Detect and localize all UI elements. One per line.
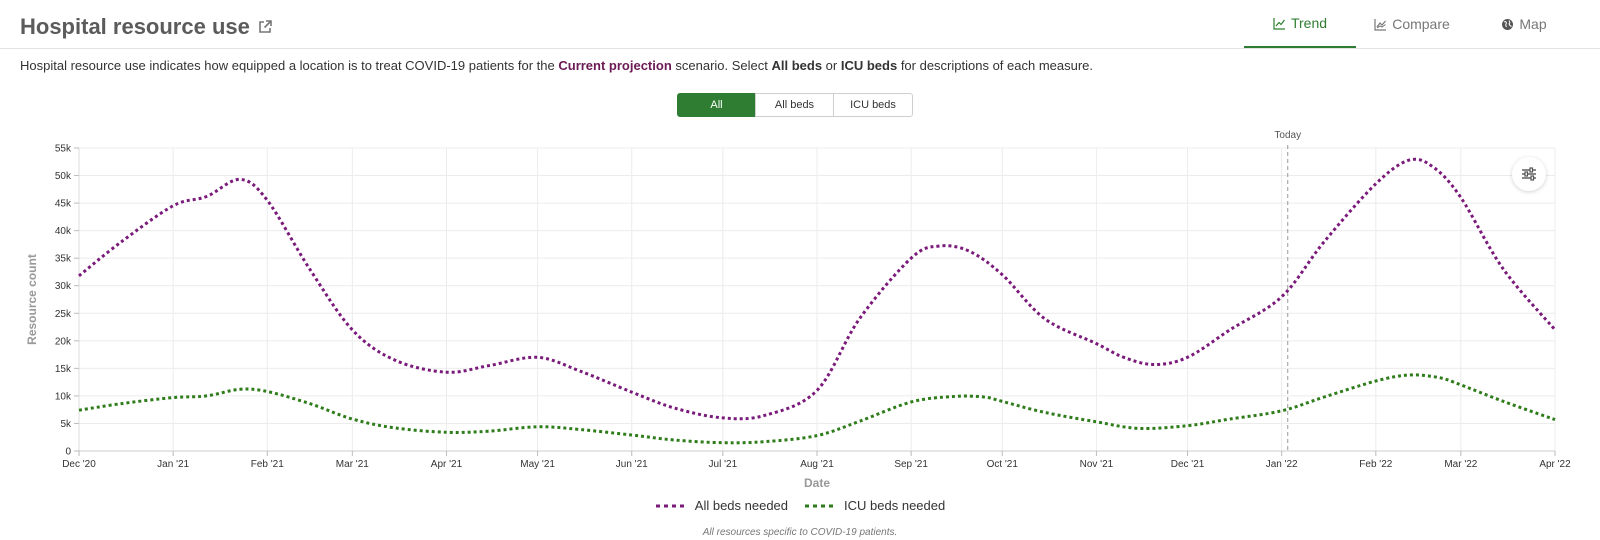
title-wrap: Hospital resource use [20, 14, 272, 40]
series-line-all-beds [78, 157, 1557, 421]
chart-series [78, 157, 1557, 445]
x-tick-label: Aug '21 [800, 459, 834, 470]
x-axis-ticks: Dec '20 Jan '21 Feb '21 Mar '21 Apr '21 May '… [62, 451, 1571, 470]
x-tick-label: Mar '21 [336, 459, 369, 470]
measure-filter: All All beds ICU beds [677, 93, 913, 117]
tab-trend[interactable]: Trend [1244, 0, 1356, 48]
filter-all-beds-button[interactable]: All beds [755, 93, 834, 117]
x-tick-label: Apr '21 [431, 459, 463, 470]
x-tick-label: Dec '21 [1171, 459, 1205, 470]
y-axis-ticks: 0 5k 10k 15k 20k 25k 30k 35k 40k 45k 50k 55k [55, 144, 79, 458]
description: Hospital resource use indicates how equi… [20, 58, 1093, 73]
chart-legend: All beds needed ICU beds needed [0, 498, 1600, 513]
tab-compare[interactable]: Compare [1356, 0, 1468, 48]
x-tick-label: Sep '21 [894, 459, 928, 470]
resource-chart: 0 5k 10k 15k 20k 25k 30k 35k 40k 45k 50k 55k Dec '2… [25, 130, 1571, 490]
x-tick-label: Mar '22 [1444, 459, 1477, 470]
legend-item-icu-beds[interactable]: ICU beds needed [804, 498, 945, 513]
footnote: All resources specific to COVID-19 patie… [702, 527, 898, 538]
x-tick-label: Jul '21 [709, 459, 738, 470]
x-tick-label: Feb '22 [1359, 459, 1392, 470]
page-title: Hospital resource use [20, 14, 250, 39]
x-tick-label: Jan '21 [157, 459, 189, 470]
legend-label-icu-beds: ICU beds needed [844, 498, 946, 513]
all-beds-term: All beds [771, 58, 823, 73]
description-text-1: Hospital resource use indicates how equi… [20, 58, 559, 73]
x-tick-label: May '21 [520, 459, 555, 470]
external-link-icon[interactable] [258, 20, 272, 34]
y-tick-label: 25k [55, 309, 72, 320]
legend-item-all-beds[interactable]: All beds needed [655, 498, 788, 513]
filter-icu-beds-button[interactable]: ICU beds [833, 93, 913, 117]
tab-compare-label: Compare [1392, 16, 1450, 32]
tab-map-label: Map [1519, 16, 1547, 32]
chart-grid [78, 147, 1556, 452]
y-tick-label: 20k [55, 336, 72, 347]
x-tick-label: Jun '21 [616, 459, 648, 470]
legend-swatch-icu-beds [805, 504, 836, 507]
tab-trend-label: Trend [1290, 15, 1328, 31]
description-text-3: or [822, 58, 841, 73]
today-label: Today [1274, 130, 1301, 141]
globe-icon [1502, 18, 1514, 30]
y-tick-label: 30k [55, 281, 72, 292]
sliders-icon [1522, 167, 1536, 181]
icu-beds-term: ICU beds [840, 58, 898, 73]
legend-label-all-beds: All beds needed [694, 498, 789, 513]
y-tick-label: 5k [60, 419, 72, 430]
y-tick-label: 40k [55, 226, 72, 237]
view-tabs: Trend Compare Map [1244, 0, 1580, 48]
y-tick-label: 0 [65, 447, 71, 458]
description-text-4: for descriptions of each measure. [897, 58, 1094, 73]
tab-map[interactable]: Map [1468, 0, 1580, 48]
description-text-2: scenario. Select [671, 58, 772, 73]
x-tick-label: Jan '22 [1266, 459, 1298, 470]
x-tick-label: Dec '20 [62, 459, 96, 470]
line-chart-icon [1273, 17, 1285, 30]
y-tick-label: 50k [55, 171, 72, 182]
compare-chart-icon [1374, 18, 1387, 31]
y-tick-label: 10k [55, 391, 72, 402]
x-tick-label: Nov '21 [1080, 459, 1114, 470]
legend-swatch-all-beds [655, 504, 686, 507]
x-tick-label: Oct '21 [987, 459, 1019, 470]
x-tick-label: Apr '22 [1539, 459, 1571, 470]
x-tick-label: Feb '21 [251, 459, 284, 470]
y-tick-label: 55k [55, 144, 72, 155]
y-tick-label: 45k [55, 199, 72, 210]
y-tick-label: 15k [55, 364, 72, 375]
scenario-name: Current projection [558, 58, 672, 73]
series-line-icu-beds [78, 373, 1556, 445]
header-bar: Hospital resource use Trend Compare [0, 0, 1600, 49]
y-tick-label: 35k [55, 254, 72, 265]
filter-all-button[interactable]: All [677, 93, 756, 117]
x-axis-label: Date [804, 476, 830, 490]
y-axis-label: Resource count [25, 254, 39, 345]
chart-settings-button[interactable] [1512, 157, 1546, 191]
